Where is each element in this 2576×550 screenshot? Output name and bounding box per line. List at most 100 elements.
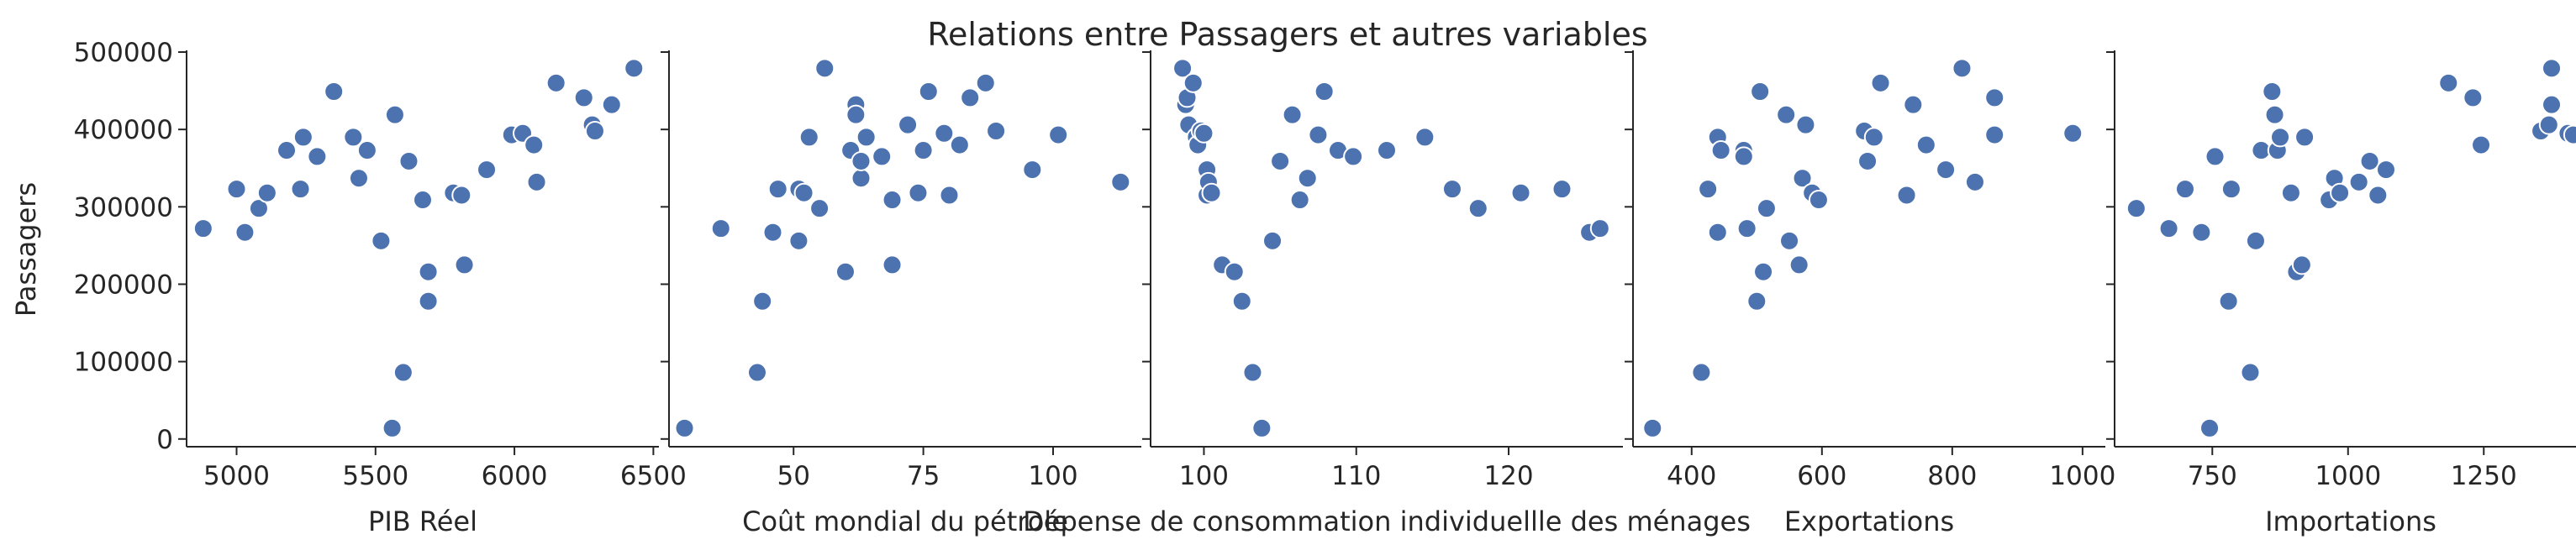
panel-2-data-point: [793, 182, 814, 203]
panel-2-data-point: [674, 417, 695, 438]
panel-2-data-point: [1048, 124, 1069, 145]
panel-2-x-tick-label: 50: [777, 461, 809, 491]
panel-2-data-point: [960, 87, 981, 108]
panel-1-data-point: [384, 104, 405, 125]
panel-1-data-point: [307, 146, 328, 167]
panel-3-data-point: [1242, 362, 1263, 383]
panel-2-data-point: [767, 179, 788, 200]
panel-3-data-point: [1183, 72, 1204, 93]
panel-1-data-point: [418, 291, 439, 312]
panel-2-x-axis-label: Coût mondial du pétrole: [742, 505, 1068, 537]
panel-5-x-axis-label: Importations: [2265, 505, 2436, 537]
panel-3-data-point: [1282, 104, 1303, 125]
panel-2-data-point: [851, 168, 872, 189]
panel-1-data-point: [398, 150, 419, 171]
panel-1-data-point: [343, 127, 364, 148]
panel-2-data-point: [986, 121, 1007, 141]
panel-4-data-point: [1698, 179, 1719, 200]
panel-3-x-axis-label: Dépense de consommation individuellle de…: [1023, 505, 1751, 537]
panel-1-x-tick-label: 6000: [482, 461, 548, 491]
panel-2-data-point: [710, 218, 731, 239]
panel-4-data-point: [1788, 254, 1810, 275]
panel-3-data-point: [1224, 261, 1245, 282]
panel-1-data-point: [524, 134, 545, 155]
panel-3-data-point: [1201, 182, 1222, 203]
panel-5-data-point: [2438, 72, 2459, 93]
panel-1-x-tick-label: 5500: [342, 461, 408, 491]
panel-5-data-point: [2240, 362, 2261, 383]
panel-1-x-tick-label: 6500: [620, 461, 687, 491]
panel-5-data-point: [2359, 150, 2380, 171]
panel-2-data-point: [939, 185, 960, 206]
panel-5-x-tick-label: 1000: [2315, 461, 2381, 491]
panel-4-x-tick-label: 800: [1927, 461, 1977, 491]
panel-4-data-point: [1952, 58, 1973, 79]
panel-1-data-point: [413, 190, 433, 211]
panel-5-data-point: [2158, 218, 2179, 239]
panel-1-data-point: [382, 417, 403, 438]
panel-3-data-point: [1231, 291, 1252, 312]
panel-3-data-point: [1289, 190, 1310, 211]
panel-1-data-point: [256, 182, 277, 203]
panel-4-data-point: [1984, 124, 2005, 145]
panel-1-data-point: [248, 198, 269, 219]
panel-3-data-point: [1297, 168, 1318, 189]
panel-5-x-tick-label: 750: [2188, 461, 2237, 491]
panel-4-data-point: [1756, 198, 1777, 219]
panel-3-data-point: [1377, 140, 1397, 161]
panel-4-data-point: [1896, 185, 1917, 206]
panel-5-data-point: [2262, 81, 2283, 102]
panel-1-data-point: [454, 254, 475, 275]
panel-5-data-point: [2542, 58, 2563, 79]
panel-5-data-point: [2375, 160, 2396, 181]
panel-1-data-point: [292, 127, 313, 148]
panel-5-data-point: [2126, 198, 2147, 219]
y-tick-label: 500000: [74, 38, 173, 68]
panel-2-data-point: [845, 104, 867, 125]
panel-2-data-point: [809, 198, 830, 219]
panel-3-data-point: [1308, 124, 1329, 145]
panel-4-data-point: [1984, 87, 2005, 108]
panel-3-data-point: [1467, 198, 1488, 219]
panel-1-data-point: [234, 222, 255, 243]
panel-1-data-point: [526, 171, 547, 192]
panel-2-data-point: [975, 72, 996, 93]
panel-4-data-point: [1733, 146, 1754, 167]
panel-2-data-point: [882, 190, 903, 211]
panel-4-data-point: [1936, 160, 1957, 181]
panel-5-data-point: [2563, 124, 2576, 145]
panel-4-data-point: [1776, 104, 1797, 125]
panel-5-data-point: [2199, 417, 2220, 438]
panel-4-x-tick-label: 600: [1797, 461, 1846, 491]
panel-4-data-point: [1691, 362, 1712, 383]
panel-5-data-point: [2291, 254, 2312, 275]
panel-2-data-point: [788, 230, 809, 251]
panel-2-data-point: [872, 146, 893, 167]
panel-5-data-point: [2542, 94, 2563, 115]
panel-4-data-point: [1642, 417, 1663, 438]
panel-5-data-point: [2174, 179, 2195, 200]
y-tick-label: 300000: [74, 192, 173, 223]
panel-3-data-point: [1172, 58, 1193, 79]
panel-4-x-tick-label: 400: [1667, 461, 1716, 491]
panel-1-data-point: [392, 362, 414, 383]
panel-2-data-point: [762, 222, 783, 243]
panel-2-data-point: [835, 261, 856, 282]
panel-2-data-point: [934, 123, 955, 144]
panel-1-data-point: [451, 185, 472, 206]
panel-4-data-point: [2062, 123, 2083, 144]
panel-4-data-point: [1750, 81, 1771, 102]
panel-5-data-point: [2264, 104, 2285, 125]
panel-2-x-tick-label: 100: [1028, 461, 1077, 491]
panel-2-data-point: [918, 81, 939, 102]
panel-5-data-point: [2205, 146, 2226, 167]
panel-5-data-point: [2245, 230, 2266, 251]
panel-5-data-point: [2191, 222, 2212, 243]
panel-4-data-point: [1915, 134, 1936, 155]
panel-4-data-point: [1857, 150, 1878, 171]
panel-1-data-point: [226, 179, 247, 200]
panel-5-data-point: [2220, 179, 2241, 200]
panel-2-data-point: [746, 362, 767, 383]
